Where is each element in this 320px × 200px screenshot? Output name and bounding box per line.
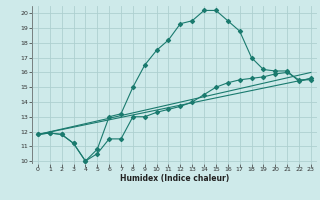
Point bbox=[59, 133, 64, 136]
Point bbox=[47, 131, 52, 135]
Point bbox=[83, 159, 88, 163]
Point bbox=[249, 56, 254, 59]
Point bbox=[95, 152, 100, 155]
Point bbox=[190, 19, 195, 22]
Point bbox=[237, 30, 242, 33]
Point bbox=[59, 133, 64, 136]
Point bbox=[71, 142, 76, 145]
Point bbox=[142, 63, 147, 67]
Point bbox=[166, 38, 171, 42]
Point bbox=[166, 108, 171, 111]
Point bbox=[296, 80, 301, 83]
Point bbox=[249, 77, 254, 80]
Point bbox=[225, 81, 230, 84]
Point bbox=[202, 93, 207, 96]
Point bbox=[142, 115, 147, 118]
Point bbox=[130, 115, 135, 118]
Point bbox=[284, 71, 290, 74]
Point bbox=[130, 86, 135, 89]
Point bbox=[36, 133, 41, 136]
Point bbox=[261, 68, 266, 71]
Point bbox=[178, 105, 183, 108]
Point bbox=[47, 131, 52, 135]
Point bbox=[154, 111, 159, 114]
Point bbox=[71, 142, 76, 145]
Point bbox=[118, 137, 124, 140]
Point bbox=[308, 78, 313, 81]
Point bbox=[107, 137, 112, 140]
Point bbox=[178, 22, 183, 25]
Point bbox=[261, 75, 266, 78]
Point bbox=[83, 159, 88, 163]
Point bbox=[273, 69, 278, 73]
Point bbox=[107, 115, 112, 118]
Point bbox=[213, 86, 219, 89]
Point bbox=[190, 100, 195, 104]
Point bbox=[296, 78, 301, 81]
Point bbox=[154, 49, 159, 52]
Point bbox=[213, 9, 219, 12]
Point bbox=[284, 69, 290, 73]
Point bbox=[308, 77, 313, 80]
Point bbox=[273, 72, 278, 76]
Point bbox=[36, 133, 41, 136]
Point bbox=[225, 19, 230, 22]
Point bbox=[118, 112, 124, 115]
Point bbox=[95, 148, 100, 151]
X-axis label: Humidex (Indice chaleur): Humidex (Indice chaleur) bbox=[120, 174, 229, 183]
Point bbox=[237, 78, 242, 81]
Point bbox=[202, 9, 207, 12]
